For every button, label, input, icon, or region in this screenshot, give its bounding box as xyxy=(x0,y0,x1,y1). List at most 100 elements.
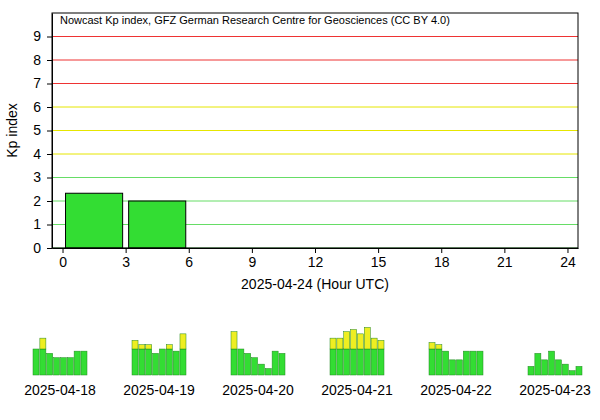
tick-mark xyxy=(315,248,316,253)
bar xyxy=(542,359,548,360)
bar xyxy=(33,349,39,375)
bar xyxy=(436,345,442,349)
bar xyxy=(371,349,377,375)
bar xyxy=(470,351,476,375)
bar xyxy=(535,353,541,354)
tick-label: 3 xyxy=(122,254,130,270)
bar xyxy=(576,366,582,367)
tick-mark xyxy=(378,248,379,253)
bar xyxy=(450,360,456,375)
bar xyxy=(159,349,165,375)
tick-label: 5 xyxy=(33,122,41,138)
bar xyxy=(364,349,370,375)
y-axis-title: Kp index xyxy=(4,103,20,157)
bar xyxy=(542,360,548,375)
bar xyxy=(40,338,46,349)
tick: 24 xyxy=(560,248,576,270)
tick-mark xyxy=(189,248,190,253)
bar xyxy=(549,351,555,352)
tick-label: 6 xyxy=(33,99,41,115)
title: Nowcast Kp index, GFZ German Research Ce… xyxy=(60,14,450,26)
day-label: 2025-04-21 xyxy=(321,382,393,398)
bar xyxy=(67,357,73,358)
y-axis: 0123456789 xyxy=(33,14,52,256)
tick-mark xyxy=(47,154,52,155)
bar xyxy=(146,345,152,349)
bar xyxy=(279,353,285,354)
bar xyxy=(60,358,66,375)
bar xyxy=(456,360,462,375)
tick: 4 xyxy=(33,146,52,162)
bar xyxy=(81,351,87,352)
tick-mark xyxy=(47,201,52,202)
bar xyxy=(337,338,343,349)
tick-label: 12 xyxy=(308,254,324,270)
day-label: 2025-04-22 xyxy=(420,382,492,398)
bars xyxy=(66,193,186,248)
tick: 0 xyxy=(33,240,52,256)
bar xyxy=(357,349,363,375)
bar xyxy=(40,349,46,375)
tick-label: 2 xyxy=(33,193,41,209)
day-bars xyxy=(429,343,483,376)
bar xyxy=(74,351,80,352)
bar xyxy=(463,351,469,375)
day-label: 2025-04-23 xyxy=(519,382,591,398)
tick-mark xyxy=(47,178,52,179)
bar xyxy=(528,366,534,367)
bar xyxy=(470,351,476,352)
bar xyxy=(477,351,483,375)
bar xyxy=(429,349,435,375)
tick-label: 8 xyxy=(33,52,41,68)
day-bars xyxy=(33,338,87,375)
bar xyxy=(180,334,186,349)
tick-mark xyxy=(47,131,52,132)
tick-label: 6 xyxy=(185,254,193,270)
bar xyxy=(252,357,258,358)
grid-line xyxy=(52,107,578,108)
bar xyxy=(60,357,66,358)
bar xyxy=(231,332,237,349)
bar xyxy=(378,340,384,349)
bar xyxy=(139,349,145,375)
grid-line xyxy=(52,60,578,61)
x-axis-title: 2025-04-24 (Hour UTC) xyxy=(241,276,389,292)
tick: 3 xyxy=(33,169,52,185)
tick-mark xyxy=(252,248,253,253)
bar xyxy=(555,360,561,375)
bar xyxy=(330,349,336,375)
bar xyxy=(364,327,370,349)
tick: 3 xyxy=(122,248,130,270)
tick-label: 18 xyxy=(434,254,450,270)
tick-label: 9 xyxy=(248,254,256,270)
bar xyxy=(351,349,357,375)
grid-line xyxy=(52,130,578,131)
tick-mark xyxy=(47,37,52,38)
day-label: 2025-04-20 xyxy=(222,382,294,398)
bar xyxy=(173,351,179,375)
bar xyxy=(67,358,73,375)
bar xyxy=(146,349,152,375)
grid xyxy=(52,37,578,249)
bar xyxy=(132,340,138,349)
bar xyxy=(231,349,237,375)
bar xyxy=(272,351,278,352)
bar xyxy=(528,366,534,375)
tick-label: 15 xyxy=(371,254,387,270)
bar xyxy=(258,364,264,365)
bar xyxy=(569,371,575,375)
tick-label: 3 xyxy=(33,169,41,185)
bar xyxy=(265,368,271,369)
bar xyxy=(450,359,456,360)
day-bars xyxy=(231,332,285,375)
tick: 9 xyxy=(33,28,52,44)
plot-frame xyxy=(52,13,578,248)
grid-line xyxy=(52,83,578,84)
bar xyxy=(159,349,165,350)
bar xyxy=(238,349,244,350)
bar xyxy=(371,338,377,349)
axis-line xyxy=(52,14,53,249)
tick-label: 24 xyxy=(560,254,576,270)
bar xyxy=(54,358,60,375)
tick-label: 1 xyxy=(33,216,41,232)
